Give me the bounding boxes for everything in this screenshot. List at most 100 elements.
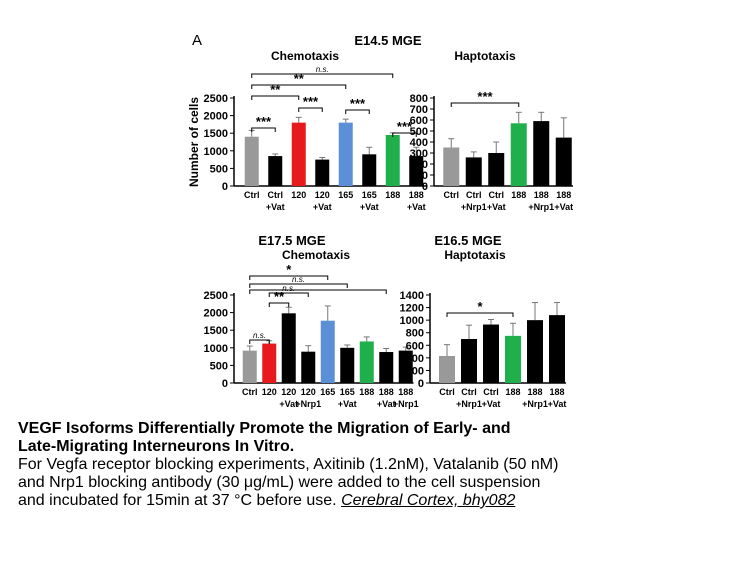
chart-title: E17.5 MGE [258,233,326,248]
x-tick-label: 165 [320,387,335,397]
y-tick-label: 300 [410,148,428,160]
bar [315,159,330,186]
significance-bracket [450,102,520,107]
significance-label: ** [270,82,281,97]
significance-bracket [298,107,323,112]
x-tick-label: Ctrl [461,387,477,397]
y-tick-label: 2000 [204,308,228,320]
bar [505,335,521,383]
x-tick-label: 120 [262,387,277,397]
significance-bracket [392,132,417,137]
y-tick-label: 100 [410,170,428,182]
x-tick-label: 188 [556,190,571,200]
significance-label: *** [477,89,493,104]
bar [439,355,455,383]
bar [510,123,527,186]
x-tick-sublabel: +Vat [407,202,426,212]
y-tick-label: 0 [222,378,228,390]
x-tick-label: 188 [385,190,400,200]
significance-label: * [477,299,483,314]
x-tick-label: 120 [315,190,330,200]
caption-body-line-1: For Vegfa receptor blocking experiments,… [18,456,559,473]
bar [443,147,460,186]
x-tick-sublabel: +Vat [554,202,573,212]
y-tick-label: 1000 [204,343,228,355]
x-tick-label: 165 [338,190,353,200]
bar [268,156,283,186]
chart-subtitle: Chemotaxis [271,49,339,63]
chart-subtitle: Haptotaxis [454,49,516,63]
significance-label: ** [274,289,285,304]
figure-caption: VEGF Isoforms Differentially Promote the… [18,420,748,510]
x-tick-label: Ctrl [268,190,284,200]
chart-subtitle: Chemotaxis [282,248,350,262]
x-tick-label: 120 [291,190,306,200]
bar [242,350,257,383]
bar [359,341,374,383]
bar [320,320,335,383]
significance-bracket [249,283,348,288]
x-tick-label: 188 [409,190,424,200]
caption-body: For Vegfa receptor blocking experiments,… [18,456,748,510]
bar [244,136,259,186]
x-tick-sublabel: +Nrp1 [456,399,482,409]
y-tick-label: 0 [422,181,428,193]
significance-bracket [251,127,276,132]
y-tick-label: 400 [410,137,428,149]
x-tick-sublabel: +Vat [360,202,379,212]
y-tick-label: 1500 [204,325,228,337]
y-tick-label: 0 [222,181,228,193]
y-tick-label: 2500 [204,290,228,302]
bar [398,350,413,383]
bar [385,134,400,186]
significance-label: *** [303,94,319,109]
x-tick-sublabel: +Vat [313,202,332,212]
significance-bracket [251,73,394,78]
x-tick-label: 188 [505,387,520,397]
x-tick-label: 120 [301,387,316,397]
bar [533,121,550,186]
x-tick-label: Ctrl [483,387,499,397]
y-tick-label: 0 [418,378,424,390]
significance-label: n.s. [282,284,295,293]
caption-title-line-2: Late-Migrating Interneurons In Vitro. [18,438,295,455]
x-tick-sublabel: +Vat [279,399,298,409]
bar [338,122,353,186]
bar [340,347,355,383]
significance-bracket [446,312,514,317]
y-tick-label: 500 [210,163,228,175]
significance-label: *** [256,114,272,129]
x-tick-sublabel: +Nrp1 [393,399,419,409]
citation-link[interactable]: Cerebral Cortex, bhy082 [341,492,516,509]
x-tick-label: 188 [534,190,549,200]
x-tick-label: 188 [379,387,394,397]
significance-bracket [268,292,309,297]
bar [409,156,424,186]
y-axis-label: Number of cells [187,97,201,187]
panel-label: A [192,32,202,49]
x-tick-label: 188 [398,387,413,397]
bar [281,313,296,383]
y-tick-label: 2000 [204,111,228,123]
x-tick-label: 165 [362,190,377,200]
significance-bracket [249,289,387,294]
chart-title: E14.5 MGE [354,33,422,48]
x-tick-label: 188 [527,387,542,397]
x-tick-sublabel: +Vat [338,399,357,409]
bar [379,352,394,383]
y-tick-label: 400 [406,353,424,365]
y-tick-label: 800 [406,328,424,340]
bar [362,154,377,186]
y-tick-label: 500 [410,126,428,138]
y-tick-label: 200 [410,159,428,171]
y-tick-label: 200 [406,365,424,377]
y-tick-label: 1000 [400,315,424,327]
x-tick-label: 188 [511,190,526,200]
x-tick-label: Ctrl [439,387,455,397]
x-tick-label: Ctrl [444,190,460,200]
caption-body-line-2: and Nrp1 blocking antibody (30 μg/mL) we… [18,474,541,491]
significance-bracket [249,275,329,280]
x-tick-sublabel: +Nrp1 [528,202,554,212]
y-tick-label: 2500 [204,93,228,105]
x-tick-sublabel: +Vat [377,399,396,409]
